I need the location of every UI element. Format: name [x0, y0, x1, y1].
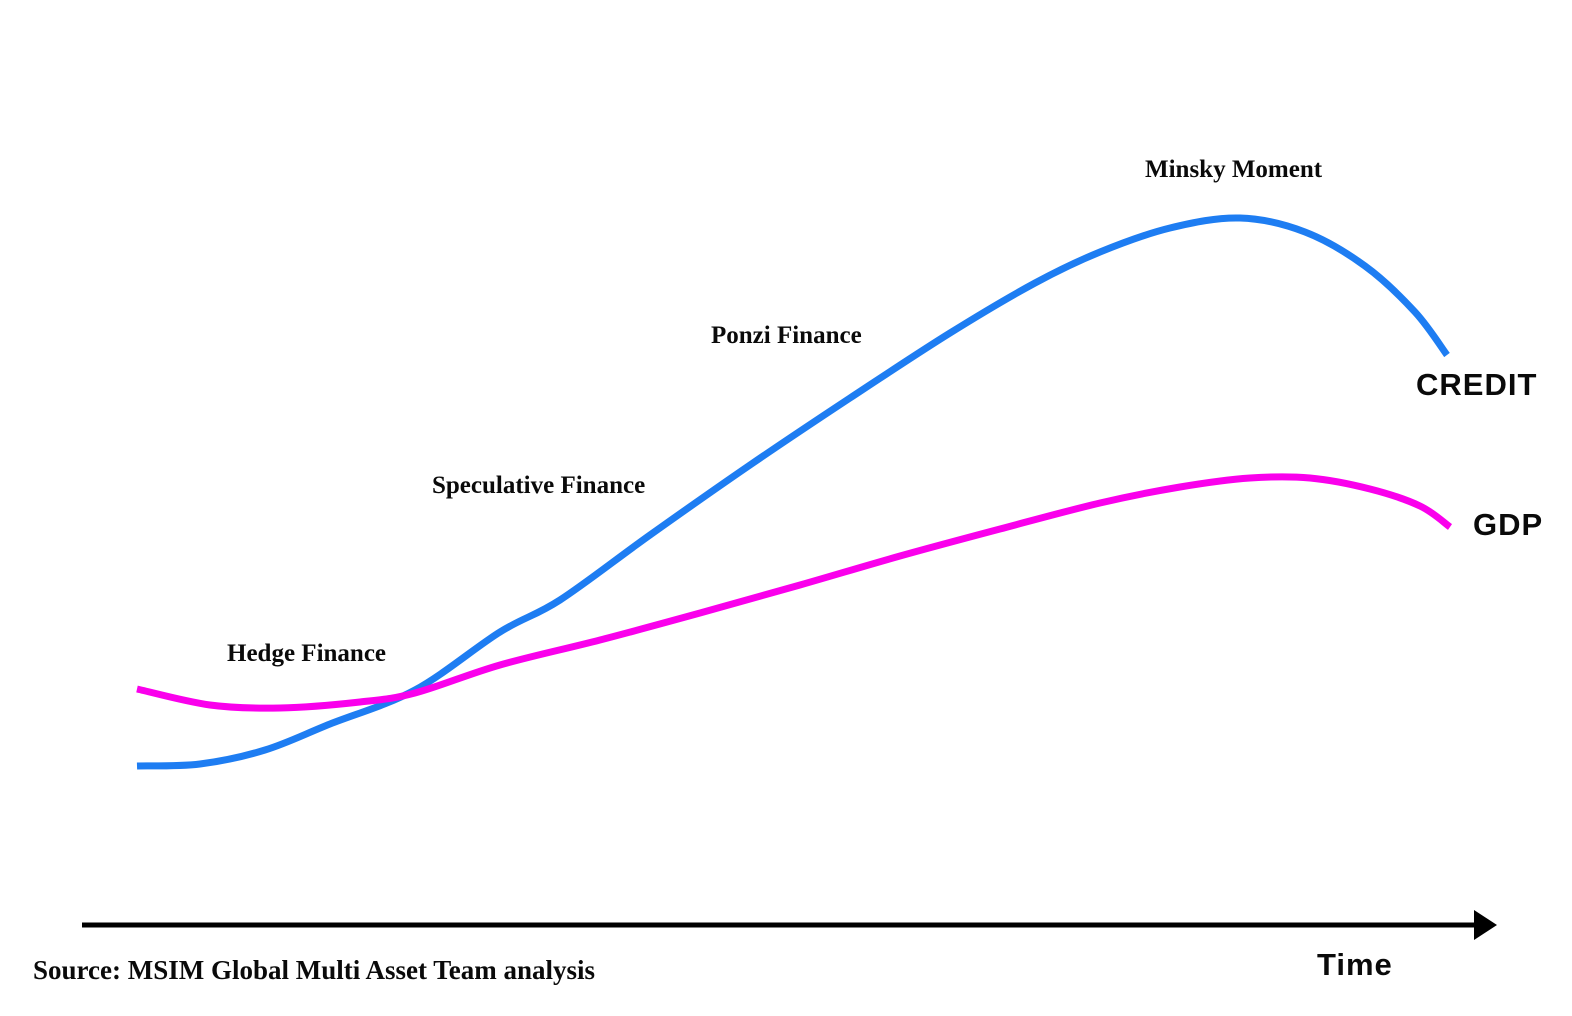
annotation-ponzi-finance: Ponzi Finance [711, 322, 862, 349]
x-axis-label-time: Time [1317, 947, 1393, 982]
series-label-credit: CREDIT [1416, 367, 1538, 402]
annotation-minsky-moment: Minsky Moment [1145, 156, 1323, 183]
gdp-curve [136, 473, 1453, 712]
source-note: Source: MSIM Global Multi Asset Team ana… [33, 955, 596, 985]
annotation-hedge-finance: Hedge Finance [227, 640, 387, 667]
x-axis-arrowhead [1474, 910, 1497, 940]
annotation-speculative-finance: Speculative Finance [432, 472, 646, 499]
series-label-gdp: GDP [1473, 507, 1544, 542]
credit-curve [136, 214, 1450, 770]
